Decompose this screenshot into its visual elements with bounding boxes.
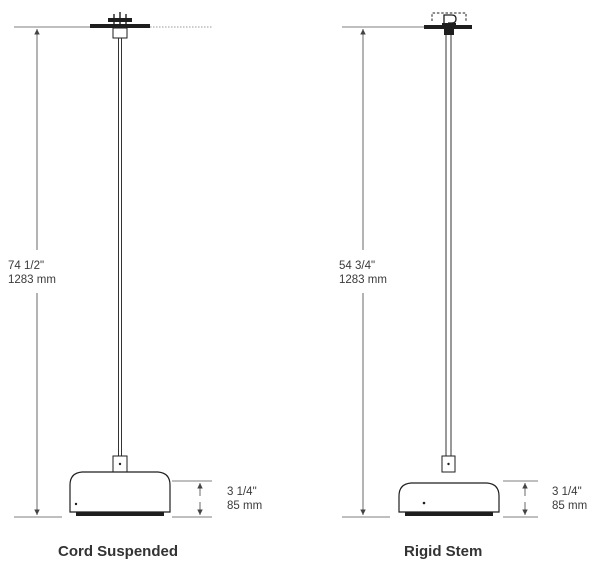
shade-height-imperial: 3 1/4": [227, 486, 257, 498]
shade-height-label: 3 1/4" 85 mm: [227, 485, 262, 513]
shade-height-metric: 85 mm: [552, 500, 588, 512]
pendant-shade: [69, 471, 171, 513]
overall-height-metric: 1283 mm: [8, 274, 56, 286]
canopy: [90, 12, 150, 39]
rigid-stem-drawing: [342, 12, 538, 518]
cord-suspended-drawing: [14, 12, 212, 518]
caption-rigid-stem: Rigid Stem: [404, 543, 483, 560]
overall-height-label: 74 1/2" 1283 mm: [8, 259, 56, 287]
canopy: [424, 12, 472, 35]
pendant-shade: [398, 482, 500, 513]
shade-height-metric: 85 mm: [227, 500, 263, 512]
overall-height-imperial: 74 1/2": [8, 260, 45, 272]
overall-height-imperial: 54 3/4": [339, 260, 376, 272]
caption-cord-suspended: Cord Suspended: [58, 543, 179, 560]
overall-height-label: 54 3/4" 1283 mm: [339, 259, 387, 287]
shade-height-imperial: 3 1/4": [552, 486, 582, 498]
shade-height-label: 3 1/4" 85 mm: [552, 485, 587, 513]
overall-height-metric: 1283 mm: [339, 274, 387, 286]
